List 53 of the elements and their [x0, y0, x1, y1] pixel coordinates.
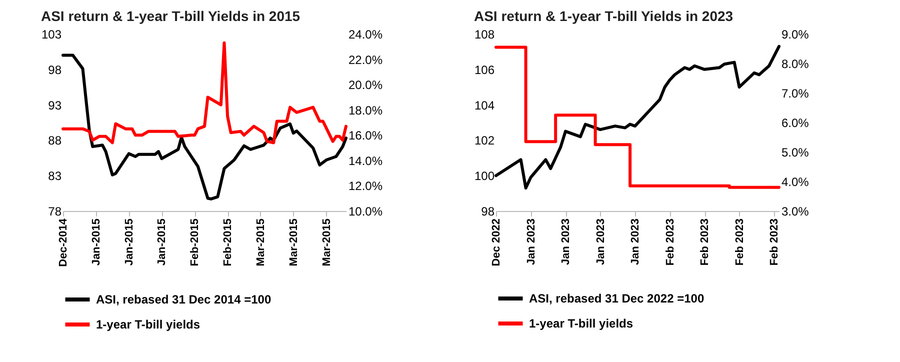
y2-tick-label: 10.0%	[348, 204, 383, 218]
x-tick-label: Jan-2015	[156, 218, 168, 266]
legend-label: 1-year T-bill yields	[96, 318, 200, 332]
y-tick-label: 100	[474, 169, 495, 184]
y2-tick-label: 24.0%	[348, 28, 383, 42]
y2-tick-label: 5.0%	[782, 146, 810, 160]
chart-title: ASI return & 1-year T-bill Yields in 2023	[474, 8, 734, 24]
x-tick-label: Mar-2015	[320, 218, 333, 266]
x-tick-label: Jan 2023	[560, 218, 572, 265]
line-series	[62, 41, 348, 144]
y2-tick-label: 8.0%	[782, 57, 810, 71]
x-tick-label: Feb 2023	[734, 218, 746, 266]
chart-title: ASI return & 1-year T-bill Yields in 2015	[40, 8, 300, 24]
y-tick-label: 93	[48, 98, 62, 112]
x-tick-label: Dec-2014	[58, 218, 70, 267]
legend-label: ASI, rebased 31 Dec 2022 =100	[529, 292, 704, 306]
y2-tick-label: 4.0%	[782, 175, 810, 189]
y2-tick-label: 9.0%	[782, 28, 810, 42]
line-series	[62, 54, 348, 200]
y-tick-label: 104	[474, 98, 495, 112]
x-tick-label: Jan-2015	[90, 218, 102, 266]
x-tick-label: Feb-2015	[189, 218, 202, 266]
y2-tick-label: 22.0%	[348, 52, 383, 67]
legend-label: 1-year T-bill yields	[529, 316, 634, 330]
y2-tick-label: 20.0%	[348, 78, 383, 92]
y-tick-label: 102	[474, 134, 495, 148]
x-tick-label: Jan-2015	[123, 218, 136, 266]
y2-tick-label: 3.0%	[782, 204, 810, 218]
x-tick-label: Dec 2022	[490, 218, 502, 266]
x-tick-label: Jan 2023	[630, 218, 642, 265]
y-tick-label: 98	[481, 204, 495, 218]
x-tick-label: Feb 2023	[699, 218, 712, 266]
y2-tick-label: 7.0%	[782, 86, 810, 100]
x-tick-label: Feb 2023	[768, 218, 781, 266]
y-tick-label: 78	[48, 204, 62, 218]
legend-label: ASI, rebased 31 Dec 2014 =100	[96, 292, 272, 306]
y-tick-label: 106	[474, 62, 495, 77]
y-tick-label: 83	[48, 169, 62, 184]
x-tick-label: Feb 2023	[664, 218, 676, 266]
x-tick-label: Jan 2023	[525, 218, 538, 265]
y-tick-label: 98	[48, 62, 62, 77]
y2-tick-label: 18.0%	[348, 103, 383, 118]
y-tick-label: 103	[41, 28, 62, 42]
x-tick-label: Feb-2015	[222, 218, 234, 266]
x-tick-label: Jan 2023	[594, 218, 607, 265]
y-tick-label: 108	[474, 28, 495, 42]
y2-tick-label: 12.0%	[348, 179, 383, 194]
x-tick-label: Mar-2015	[254, 218, 267, 266]
y2-tick-label: 16.0%	[348, 128, 383, 143]
y2-tick-label: 14.0%	[348, 154, 383, 168]
x-tick-label: Mar-2015	[288, 218, 300, 266]
y-tick-label: 88	[48, 134, 62, 148]
y2-tick-label: 6.0%	[782, 116, 810, 130]
